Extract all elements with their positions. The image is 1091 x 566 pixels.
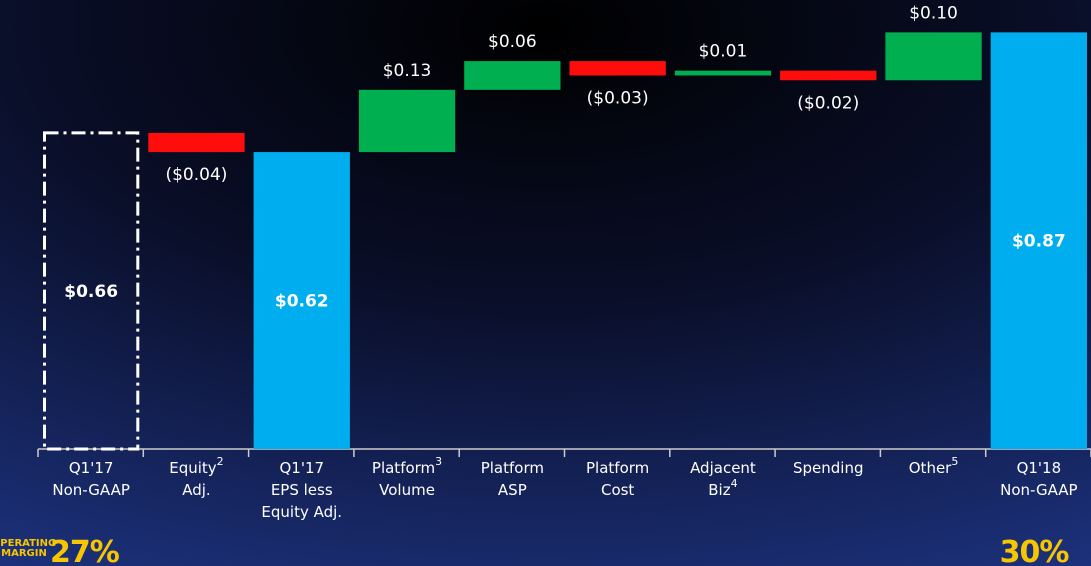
x-tick-label: ASP — [498, 481, 527, 499]
x-tick-label: Adj. — [182, 481, 210, 499]
label-text: Equity — [169, 459, 217, 477]
x-tick-label: Adjacent — [690, 459, 756, 477]
bar-outline — [43, 131, 140, 451]
value-label: $0.87 — [1012, 232, 1066, 252]
value-label: $0.10 — [909, 3, 958, 23]
bar — [885, 32, 982, 81]
x-tick-label: Cost — [601, 481, 634, 499]
margin-caption: OPERATINGMARGIN — [0, 538, 56, 559]
x-tick-label: Biz4 — [708, 477, 737, 499]
x-tick-label: Spending — [793, 459, 864, 477]
value-label: $0.62 — [275, 292, 329, 312]
bar — [990, 32, 1087, 449]
value-label: $0.13 — [383, 61, 432, 81]
bar — [464, 61, 561, 90]
x-tick-label: Platform3 — [372, 455, 442, 477]
bar — [148, 132, 245, 153]
footnote-mark: 3 — [435, 455, 442, 468]
x-tick-label: Q1'17 — [279, 459, 324, 477]
bar — [780, 70, 877, 81]
x-tick-label: Volume — [379, 481, 435, 499]
value-label: ($0.03) — [587, 88, 649, 108]
x-tick-label: Equity Adj. — [261, 503, 342, 521]
margin-caption-line: MARGIN — [1, 548, 47, 559]
bar — [569, 61, 666, 76]
x-tick-label: Non-GAAP — [1000, 481, 1077, 499]
x-tick-label: Platform — [481, 459, 544, 477]
value-label: $0.06 — [488, 32, 537, 52]
bar — [674, 70, 772, 76]
margin-end: 30% — [1000, 535, 1070, 566]
margin-caption-line: OPERATING — [0, 538, 56, 549]
bar — [253, 152, 350, 450]
bar — [358, 89, 456, 153]
x-tick-label: EPS less — [271, 481, 333, 499]
x-tick-label: Other5 — [909, 455, 959, 477]
footnote-mark: 4 — [731, 477, 738, 490]
value-label: ($0.04) — [165, 165, 227, 185]
value-label: ($0.02) — [797, 93, 859, 113]
x-tick-label: Non-GAAP — [52, 481, 129, 499]
x-tick-label: Equity2 — [169, 455, 223, 477]
label-text: Biz — [708, 481, 730, 499]
x-tick-label: Q1'17 — [69, 459, 114, 477]
value-label: $0.01 — [699, 42, 748, 62]
footnote-mark: 2 — [217, 455, 224, 468]
x-tick-label: Q1'18 — [1017, 459, 1062, 477]
label-text: Platform — [372, 459, 435, 477]
value-label: $0.66 — [64, 282, 118, 302]
label-text: Other — [909, 459, 952, 477]
footnote-mark: 5 — [951, 455, 958, 468]
x-tick-label: Platform — [586, 459, 649, 477]
margin-start: 27% — [50, 535, 120, 566]
